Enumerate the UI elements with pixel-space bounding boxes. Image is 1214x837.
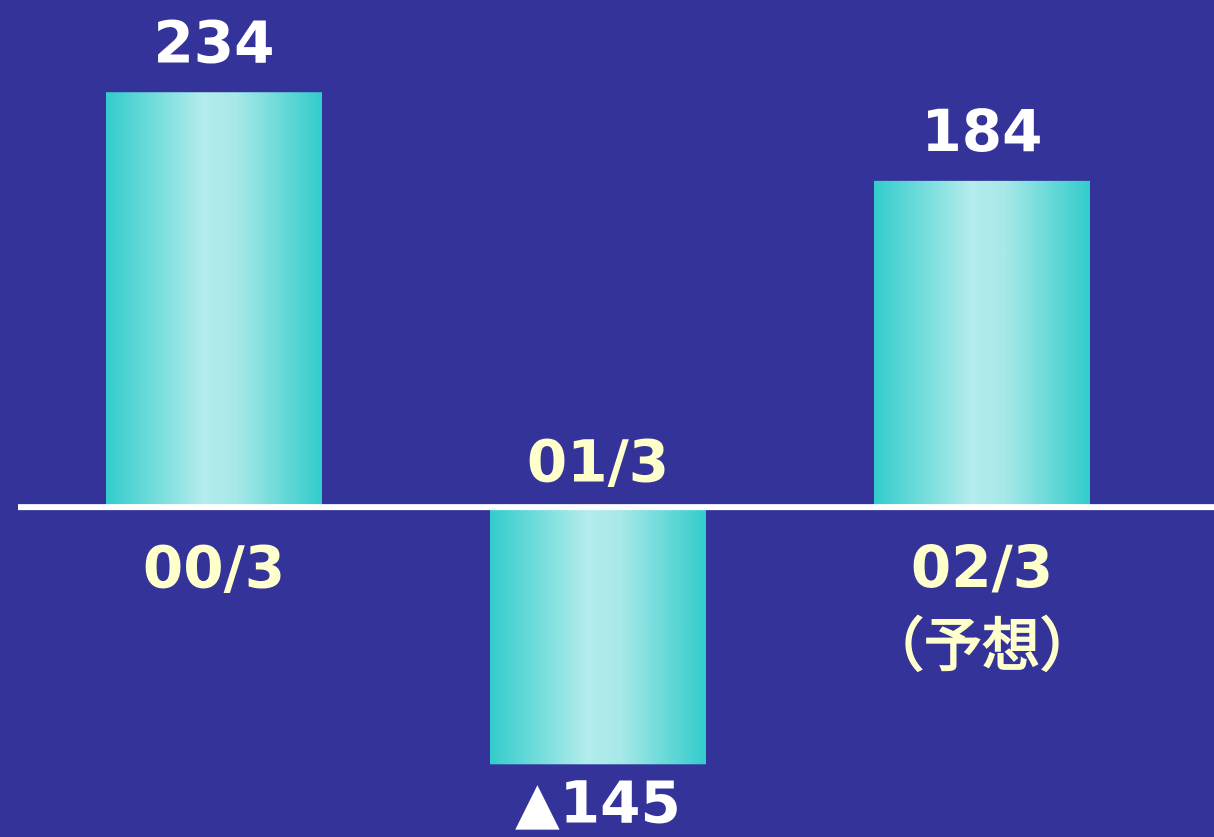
value-label: 234: [153, 8, 274, 76]
category-label: 01/3: [527, 427, 669, 495]
value-label: 184: [921, 97, 1042, 165]
category-label: 02/3 （予想）: [866, 533, 1098, 679]
value-label: ▲145: [515, 768, 681, 836]
bar: [106, 92, 322, 508]
bar: [490, 507, 706, 765]
category-label: 00/3: [143, 533, 285, 601]
bar: [874, 180, 1090, 508]
